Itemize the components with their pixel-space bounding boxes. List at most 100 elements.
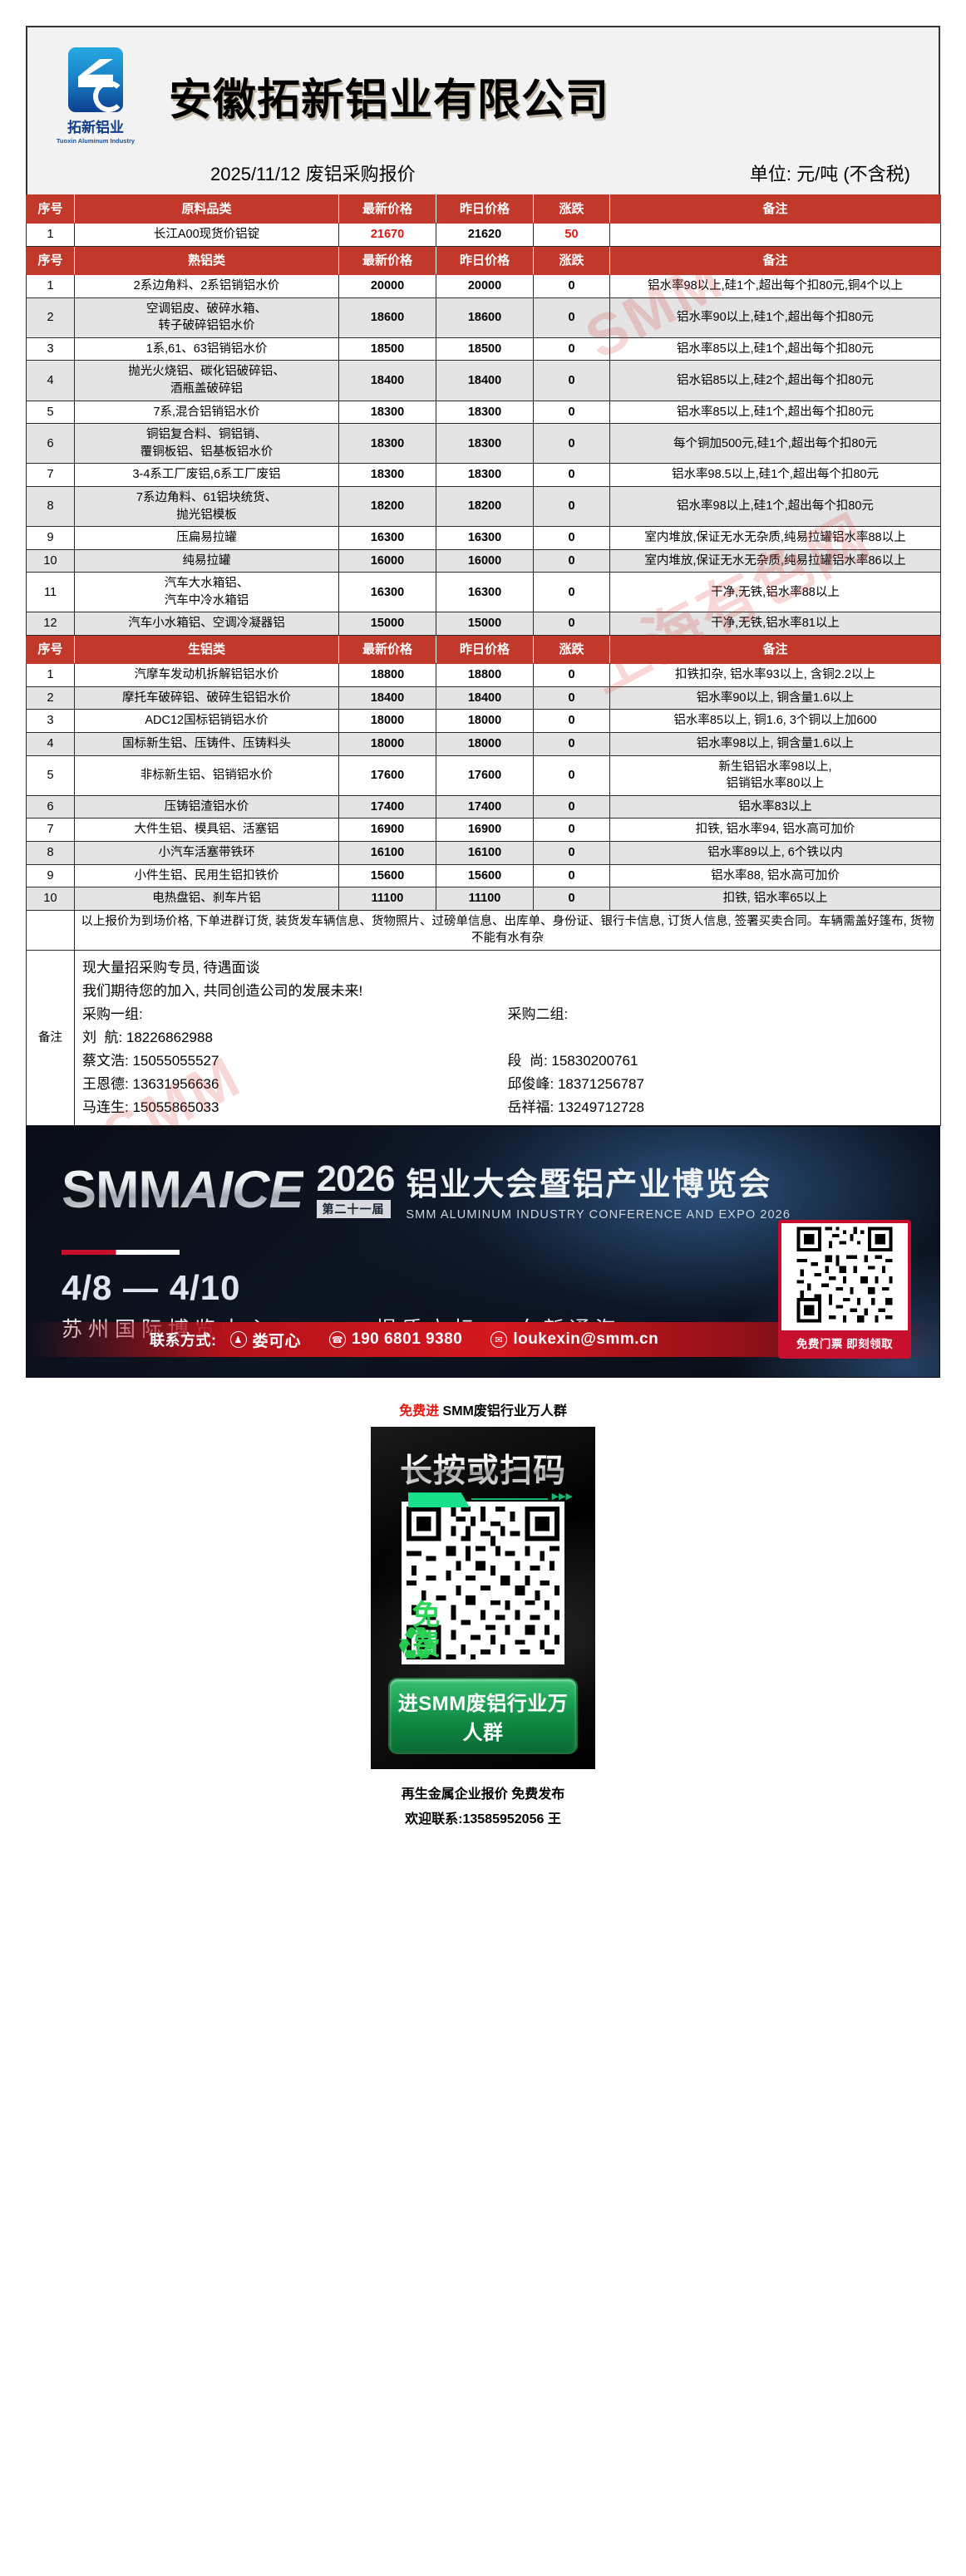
section-header-row: 序号 原料品类 最新价格 昨日价格 涨跌 备注	[26, 194, 941, 224]
group-qr-code-icon	[402, 1502, 564, 1665]
company-title: 安徽拓新铝业有限公司	[169, 76, 610, 125]
table-row: 1 2系边角料、2系铝销铝水价 20000 20000 0 铝水率98以上,硅1个,超出每…	[26, 274, 941, 298]
col-idx: 序号	[26, 194, 75, 224]
col-price: 最新价格	[338, 194, 436, 224]
banner-brand-aice: AICE	[180, 1161, 303, 1220]
table-row: 10 纯易拉罐 16000 16000 0 室内堆放,保证无水无杂质,纯易拉罐铝水率86以…	[26, 548, 941, 573]
group-card-title: 长按或扫码	[371, 1445, 595, 1492]
row-latest-price: 17600	[338, 755, 436, 796]
row-previous-price: 16300	[436, 526, 534, 550]
memo-terms: 以上报价为到场价格, 下单进群订货, 装货发车辆信息、货物照片、过磅单信息、出库…	[74, 909, 941, 951]
col-change: 涨跌	[533, 245, 610, 276]
row-previous-price: 18600	[436, 297, 534, 338]
row-change: 0	[533, 297, 610, 338]
group-invite-title-rest: SMM废铝行业万人群	[439, 1404, 567, 1419]
col-price: 最新价格	[338, 634, 436, 665]
row-product-name: 国标新生铝、压铸件、压铸料头	[74, 732, 339, 756]
col-note: 备注	[609, 634, 941, 665]
banner-contact-phone-number: 190 6801 9380	[352, 1330, 463, 1349]
banner-contact-phone[interactable]: ☎ 190 6801 9380	[329, 1330, 462, 1349]
document-header: 拓新铝业 Tuoxin Aluminum Industry 安徽拓新铝业有限公司…	[26, 26, 940, 194]
row-product-name: 压扁易拉罐	[74, 526, 339, 550]
banner-divider	[62, 1250, 180, 1256]
row-latest-price: 18400	[338, 360, 436, 401]
row-previous-price: 18300	[436, 463, 534, 487]
banner-brand: SMMAICE	[62, 1160, 303, 1220]
group-2-contact: 岳祥福: 13249712728	[507, 1099, 644, 1116]
smm-aice-banner[interactable]: SMMAICE 2026 第二十一届 铝业大会暨铝产业博览会 SMM ALUMI…	[26, 1126, 940, 1379]
row-latest-price: 16300	[338, 526, 436, 550]
row-latest-price: 16000	[338, 548, 436, 573]
row-latest-price: 17400	[338, 794, 436, 819]
row-note: 铝水率98以上,硅1个,超出每个扣80元,铜4个以上	[609, 274, 941, 298]
row-note: 室内堆放,保证无水无杂质,纯易拉罐铝水率86以上	[609, 548, 941, 573]
row-index: 4	[26, 360, 75, 401]
row-previous-price: 17400	[436, 794, 534, 819]
row-product-name: 抛光火烧铝、碳化铝破碎铝、 酒瓶盖破碎铝	[74, 360, 339, 401]
row-index: 5	[26, 400, 75, 425]
row-latest-price: 18000	[338, 732, 436, 756]
banner-date-range: 4/8 — 4/10	[62, 1268, 241, 1308]
row-product-name: 2系边角料、2系铝销铝水价	[74, 274, 339, 298]
row-note: 扣铁, 铝水率65以上	[609, 887, 941, 911]
row-latest-price: 16900	[338, 818, 436, 842]
group-qr-card[interactable]: 长按或扫码	[371, 1427, 595, 1770]
purchase-group-1: 采购一组: 刘 航: 18226862988 蔡文浩: 15055055527 王恩德…	[82, 1003, 508, 1119]
row-product-name: 小汽车活塞带铁环	[74, 840, 339, 865]
row-note: 铝水率88, 铝水高可加价	[609, 863, 941, 888]
row-previous-price: 16300	[436, 572, 534, 613]
banner-year: 2026	[316, 1158, 396, 1200]
logo-brand-cn: 拓新铝业	[67, 120, 124, 135]
memo-terms-spacer	[26, 909, 75, 951]
banner-brand-smm: SMM	[62, 1161, 181, 1220]
row-index: 3	[26, 709, 75, 734]
group-invite-title-red: 免费进	[399, 1404, 440, 1419]
banner-qr-card[interactable]: 免费门票 即刻领取	[778, 1220, 911, 1359]
row-previous-price: 18300	[436, 400, 534, 425]
row-product-name: 大件生铝、模具铝、活塞铝	[74, 818, 339, 842]
col-change: 涨跌	[533, 194, 610, 224]
row-change: 0	[533, 686, 610, 710]
row-change: 0	[533, 572, 610, 613]
banner-title-en: SMM ALUMINUM INDUSTRY CONFERENCE AND EXP…	[406, 1208, 791, 1222]
row-previous-price: 21620	[436, 223, 534, 247]
row-change: 0	[533, 485, 610, 528]
logo-mark-icon	[68, 47, 123, 112]
row-index: 6	[26, 423, 75, 465]
banner-contact-email[interactable]: ✉ loukexin@smm.cn	[490, 1330, 658, 1349]
row-note: 铝水率90以上, 铜含量1.6以上	[609, 686, 941, 710]
group-qr-zone[interactable]: ♻ 免费	[395, 1491, 573, 1669]
group-invite-title: 免费进 SMM废铝行业万人群	[0, 1399, 966, 1419]
col-category: 原料品类	[74, 194, 339, 224]
row-change: 0	[533, 755, 610, 796]
scan-arrow-decoration	[471, 1491, 573, 1502]
row-previous-price: 18000	[436, 709, 534, 734]
row-note: 干净,无铁,铝水率88以上	[609, 572, 941, 613]
row-product-name: 非标新生铝、铝销铝水价	[74, 755, 339, 796]
row-change: 0	[533, 274, 610, 298]
row-previous-price: 18400	[436, 360, 534, 401]
row-previous-price: 18400	[436, 686, 534, 710]
row-index: 12	[26, 612, 75, 636]
row-change: 0	[533, 863, 610, 888]
row-change: 0	[533, 548, 610, 573]
banner-qr-code-icon	[793, 1223, 896, 1327]
row-latest-price: 18300	[338, 423, 436, 465]
memo-terms-row: 以上报价为到场价格, 下单进群订货, 装货发车辆信息、货物照片、过磅单信息、出库…	[26, 909, 941, 951]
table-row: 3 1系,61、63铝销铝水价 18500 18500 0 铝水率85以上,硅1个,超出每…	[26, 337, 941, 361]
row-index: 7	[26, 818, 75, 842]
table-row: 6 压铸铝渣铝水价 17400 17400 0 铝水率83以上	[26, 794, 941, 819]
table-row: 2 摩托车破碎铝、破碎生铝铝水价 18400 18400 0 铝水率90以上, 铜含量1.…	[26, 686, 941, 710]
banner-contact-person-name: 娄可心	[252, 1332, 302, 1350]
row-index: 9	[26, 863, 75, 888]
group-1-contact: 马连生: 15055865033	[82, 1099, 219, 1116]
row-change: 0	[533, 818, 610, 842]
table-row: 1 汽摩车发动机拆解铝铝水价 18800 18800 0 扣铁扣杂, 铝水率93以上, 含…	[26, 663, 941, 687]
join-group-button[interactable]: 进SMM废铝行业万人群	[388, 1678, 578, 1755]
banner-qr-cta[interactable]: 免费门票 即刻领取	[781, 1330, 908, 1356]
row-previous-price: 16000	[436, 548, 534, 573]
row-index: 1	[26, 223, 75, 247]
memo-recruit-row: 备注 现大量招采购专员, 待遇面谈 我们期待您的加入, 共同创造公司的发展未来! 采购…	[26, 949, 941, 1127]
memo-content: 现大量招采购专员, 待遇面谈 我们期待您的加入, 共同创造公司的发展未来! 采购一组…	[74, 949, 941, 1127]
section-header-row: 序号 生铝类 最新价格 昨日价格 涨跌 备注	[26, 634, 941, 665]
